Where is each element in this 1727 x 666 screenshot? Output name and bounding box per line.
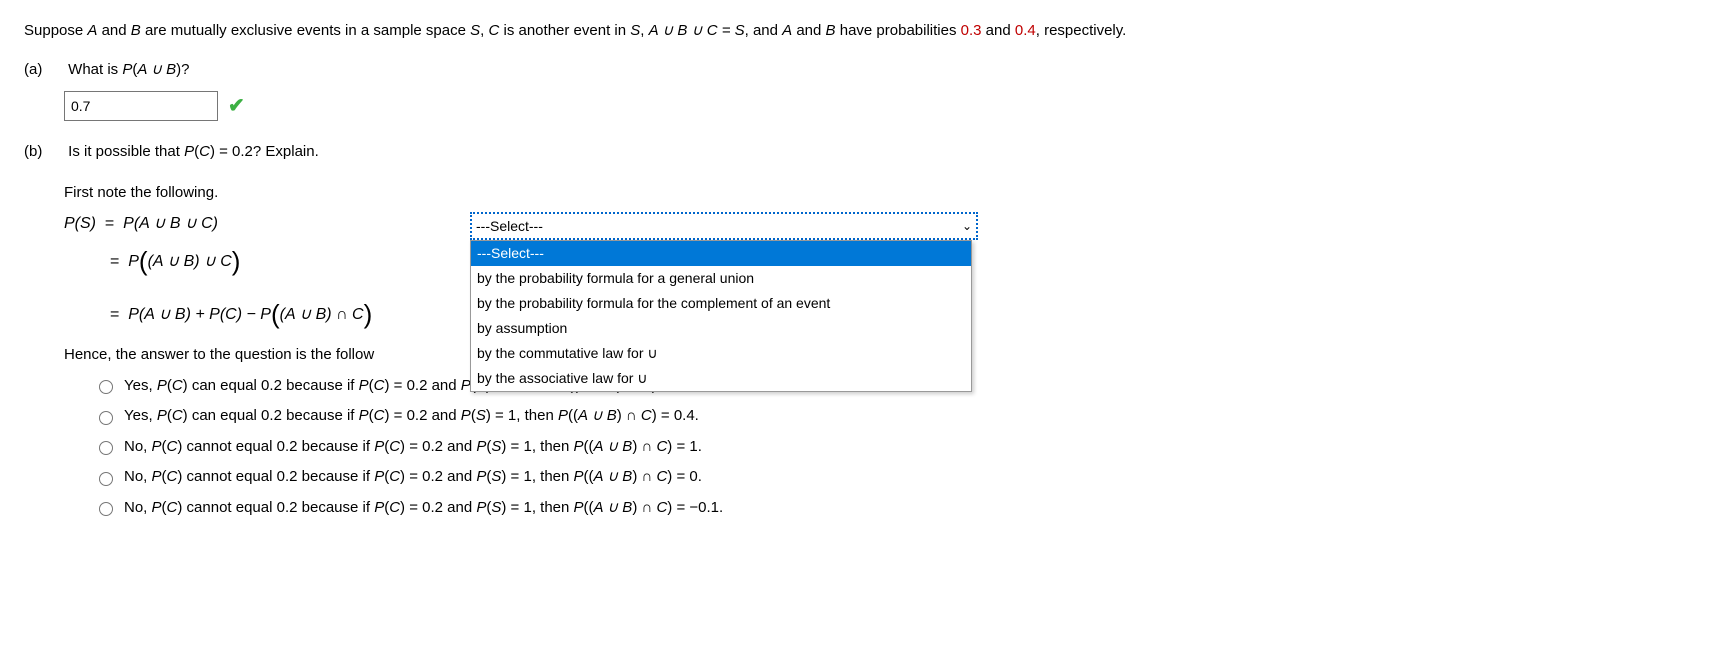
answer-radio[interactable] (99, 502, 113, 516)
reason-option[interactable]: by the probability formula for the compl… (471, 291, 971, 316)
reason-option[interactable]: ---Select--- (471, 241, 971, 266)
math-derivation: P(S) = P(A ∪ B ∪ C) = P((A ∪ B) ∪ C) = P… (64, 212, 1703, 334)
answer-label: No, P(C) cannot equal 0.2 because if P(C… (124, 436, 702, 459)
first-note: First note the following. (64, 182, 1703, 205)
reason-option[interactable]: by the probability formula for a general… (471, 266, 971, 291)
var-b: B (131, 22, 141, 39)
part-a-label: (a) (24, 59, 64, 82)
reason-select[interactable]: ---Select--- ⌄ (470, 212, 978, 240)
answer-label: No, P(C) cannot equal 0.2 because if P(C… (124, 497, 723, 520)
var-s: S (470, 22, 480, 39)
answer-radio[interactable] (99, 441, 113, 455)
part-a-answer-input[interactable] (64, 91, 218, 121)
part-b-label: (b) (24, 141, 64, 164)
select-display: ---Select--- (476, 216, 543, 237)
prob-b-value: 0.4 (1015, 22, 1036, 39)
correct-check-icon: ✔ (228, 91, 245, 121)
answer-option-row: No, P(C) cannot equal 0.2 because if P(C… (94, 497, 1703, 520)
question-intro: Suppose A and B are mutually exclusive e… (24, 20, 1703, 43)
reason-option[interactable]: by the commutative law for ∪ (471, 341, 971, 366)
union-equation: A ∪ B ∪ C = S (649, 22, 745, 39)
reason-options-list: ---Select---by the probability formula f… (470, 240, 972, 392)
answer-label: No, P(C) cannot equal 0.2 because if P(C… (124, 466, 702, 489)
part-b: (b) Is it possible that P(C) = 0.2? Expl… (24, 141, 1703, 519)
answer-radio[interactable] (99, 380, 113, 394)
var-c: C (488, 22, 499, 39)
reason-option[interactable]: by assumption (471, 316, 971, 341)
answer-label: Yes, P(C) can equal 0.2 because if P(C) … (124, 405, 699, 428)
answer-radio[interactable] (99, 472, 113, 486)
answer-option-row: Yes, P(C) can equal 0.2 because if P(C) … (94, 405, 1703, 428)
reason-option[interactable]: by the associative law for ∪ (471, 366, 971, 391)
prob-a-value: 0.3 (961, 22, 982, 39)
answer-option-row: No, P(C) cannot equal 0.2 because if P(C… (94, 436, 1703, 459)
reason-dropdown: ---Select--- ⌄ ---Select---by the probab… (470, 212, 978, 392)
part-a-question: What is P(A ∪ B)? (68, 59, 1697, 82)
answer-option-row: No, P(C) cannot equal 0.2 because if P(C… (94, 466, 1703, 489)
answer-radio[interactable] (99, 411, 113, 425)
chevron-down-icon: ⌄ (962, 217, 972, 235)
var-a: A (87, 22, 97, 39)
part-b-question: Is it possible that P(C) = 0.2? Explain. (68, 141, 1697, 164)
part-a: (a) What is P(A ∪ B)? ✔ (24, 59, 1703, 122)
intro-text: Suppose (24, 22, 87, 39)
